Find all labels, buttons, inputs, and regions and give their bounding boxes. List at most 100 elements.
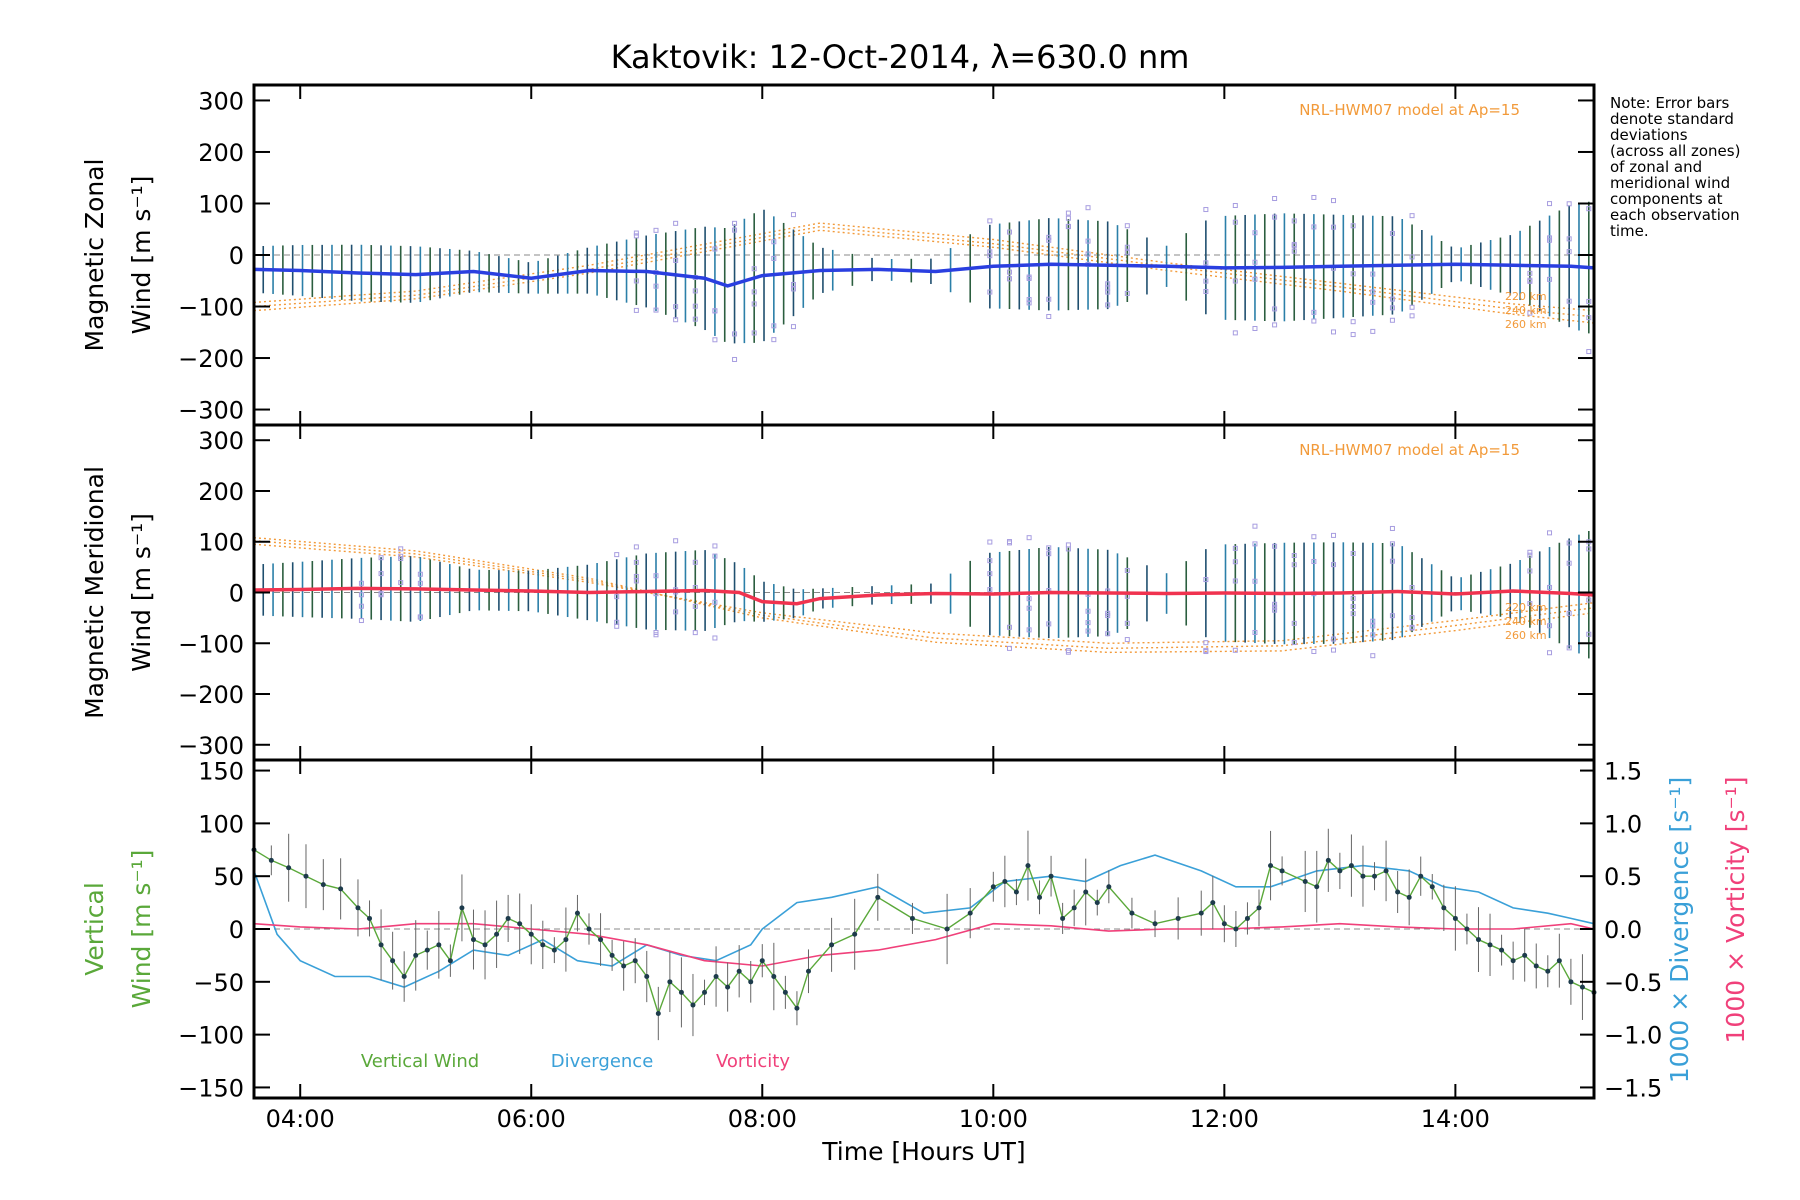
zone-sample bbox=[1232, 647, 1238, 653]
zone-sample bbox=[987, 587, 993, 593]
vertical-wind-point bbox=[1198, 910, 1204, 916]
vertical-wind-point bbox=[1337, 868, 1343, 874]
zone-sample bbox=[1252, 276, 1258, 282]
zone-sample bbox=[633, 278, 639, 284]
zone-sample bbox=[1026, 275, 1032, 281]
vertical-wind-point bbox=[390, 958, 396, 964]
altitude-label: 260 km bbox=[1505, 318, 1547, 331]
zone-sample bbox=[1389, 525, 1395, 531]
legend-item: Divergence bbox=[551, 1051, 654, 1072]
vertical-wind-point bbox=[338, 886, 344, 892]
zone-sample bbox=[987, 253, 993, 259]
zone-sample bbox=[790, 286, 796, 292]
zone-sample bbox=[1203, 278, 1209, 284]
zone-sample bbox=[1272, 196, 1278, 202]
vertical-wind-point bbox=[967, 910, 973, 916]
zone-sample bbox=[771, 239, 777, 245]
vertical-wind-point bbox=[1556, 958, 1562, 964]
y-tick-label: 200 bbox=[198, 139, 244, 167]
zone-sample bbox=[614, 623, 620, 629]
zone-sample bbox=[692, 303, 698, 309]
y-tick-label: 100 bbox=[198, 190, 244, 218]
zone-sample bbox=[1586, 546, 1592, 552]
zone-sample bbox=[1203, 207, 1209, 213]
zone-sample bbox=[1026, 535, 1032, 541]
vertical-wind-point bbox=[655, 1011, 661, 1016]
vertical-wind-point bbox=[609, 952, 615, 958]
zone-sample bbox=[1026, 297, 1032, 303]
zone-sample bbox=[1272, 604, 1278, 610]
vertical-wind-point bbox=[909, 915, 915, 921]
vertical-wind-point bbox=[505, 915, 511, 921]
vertical-wind-point bbox=[990, 884, 996, 890]
y-axis-title-line2: Wind [m s⁻¹] bbox=[127, 513, 156, 672]
zone-sample bbox=[1547, 584, 1553, 590]
y2-tick-label: −1.5 bbox=[1604, 1074, 1662, 1102]
zone-sample bbox=[1566, 645, 1572, 651]
zone-sample bbox=[1331, 636, 1337, 642]
vertical-wind-point bbox=[667, 979, 673, 985]
vertical-wind-point bbox=[1360, 873, 1366, 879]
zone-sample bbox=[1586, 315, 1592, 321]
y-tick-label: 0 bbox=[229, 242, 244, 270]
zone-sample bbox=[1252, 326, 1258, 332]
zone-sample bbox=[1311, 309, 1317, 315]
zone-sample bbox=[1331, 198, 1337, 204]
legend-item: Vorticity bbox=[716, 1051, 790, 1072]
vertical-wind-point bbox=[303, 873, 309, 879]
zone-sample bbox=[987, 539, 993, 545]
zone-sample bbox=[1046, 234, 1052, 240]
model-curve-2 bbox=[253, 229, 1595, 324]
zone-sample bbox=[1527, 568, 1533, 574]
altitude-label: 240 km bbox=[1505, 304, 1547, 317]
vertical-wind-point bbox=[736, 968, 742, 974]
zone-sample bbox=[712, 543, 718, 549]
zone-sample bbox=[1124, 249, 1130, 255]
zone-sample bbox=[712, 308, 718, 314]
zone-sample bbox=[1124, 223, 1130, 229]
zone-sample bbox=[673, 304, 679, 310]
zone-sample bbox=[1350, 271, 1356, 277]
y-tick-label: −150 bbox=[178, 1074, 244, 1102]
zone-sample bbox=[1085, 251, 1091, 257]
y-tick-label: 150 bbox=[198, 758, 244, 786]
y-tick-label: −200 bbox=[178, 345, 244, 373]
vertical-wind-point bbox=[1464, 926, 1470, 932]
zone-sample bbox=[987, 571, 993, 577]
vertical-wind-point bbox=[644, 974, 650, 980]
y-tick-label: 100 bbox=[198, 810, 244, 838]
zone-sample bbox=[1291, 640, 1297, 646]
y-tick-label: 200 bbox=[198, 478, 244, 506]
zone-sample bbox=[614, 594, 620, 600]
y-axis-title-line1: Magnetic Zonal bbox=[80, 159, 109, 352]
zone-sample bbox=[1409, 625, 1415, 631]
vertical-wind-point bbox=[1071, 905, 1077, 911]
zone-sample bbox=[1350, 550, 1356, 556]
zone-sample bbox=[1566, 236, 1572, 242]
zone-sample bbox=[1389, 305, 1395, 311]
zone-sample bbox=[1232, 559, 1238, 565]
zone-sample bbox=[1105, 631, 1111, 637]
note-line: time. bbox=[1610, 222, 1649, 240]
zone-sample bbox=[673, 257, 679, 263]
vertical-wind-point bbox=[1302, 878, 1308, 884]
zone-sample bbox=[1586, 631, 1592, 637]
vertical-wind-point bbox=[1579, 984, 1585, 990]
zone-sample bbox=[692, 630, 698, 636]
zone-sample bbox=[1527, 270, 1533, 276]
zone-sample bbox=[633, 307, 639, 313]
zone-sample bbox=[1350, 603, 1356, 609]
zone-sample bbox=[1026, 596, 1032, 602]
zone-sample bbox=[1547, 530, 1553, 536]
y-tick-label: 0 bbox=[229, 916, 244, 944]
zone-sample bbox=[378, 571, 384, 577]
y-axis-title-line1: Magnetic Meridional bbox=[80, 466, 109, 719]
zone-sample bbox=[1370, 618, 1376, 624]
zone-sample bbox=[1566, 560, 1572, 566]
vertical-wind-point bbox=[1244, 915, 1250, 921]
y-tick-label: −100 bbox=[178, 630, 244, 658]
mean-wind-line bbox=[253, 586, 1595, 606]
vertical-wind-point bbox=[355, 905, 361, 911]
